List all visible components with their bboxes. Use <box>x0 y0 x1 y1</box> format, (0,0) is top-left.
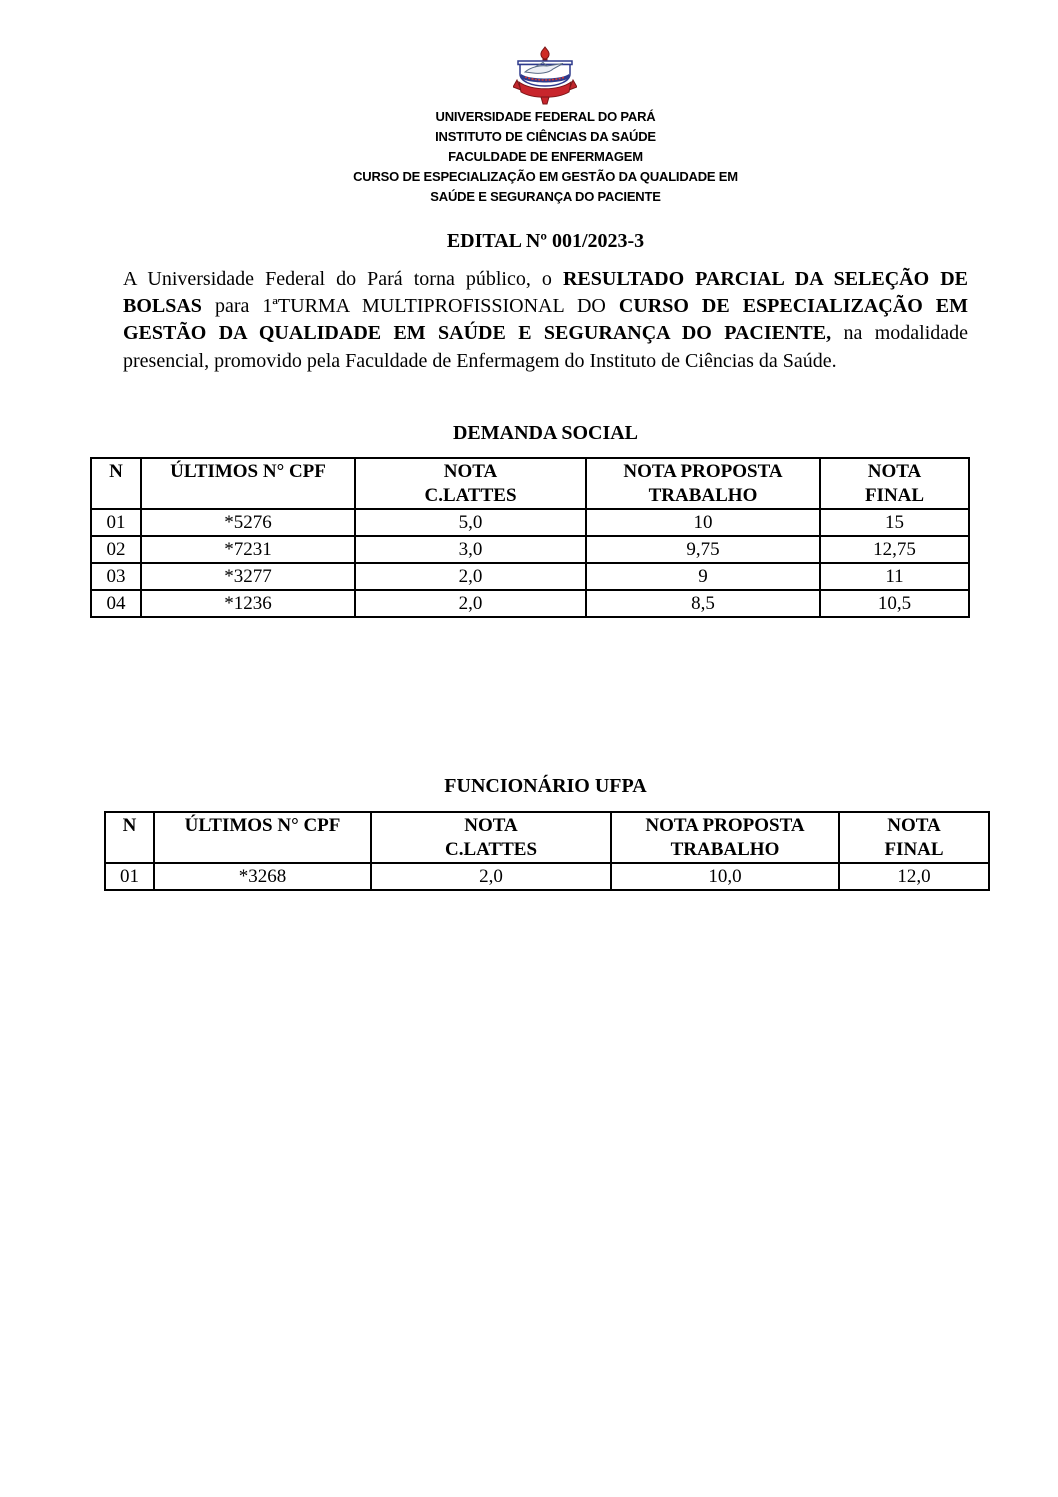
table-cell: 04 <box>90 589 142 618</box>
table-cell: 15 <box>819 508 970 537</box>
column-header-cpf: ÚLTIMOS N° CPF <box>140 457 356 510</box>
table-cell: 9,75 <box>585 535 821 564</box>
demanda-social-table: N ÚLTIMOS N° CPF NOTA C.LATTES NOTA PROP… <box>90 457 970 618</box>
table-cell: *7231 <box>140 535 356 564</box>
table-cell: 11 <box>819 562 970 591</box>
paragraph-segment: na modalidade presencial, promovido pela… <box>123 322 968 372</box>
table-row: 04 *1236 2,0 8,5 10,5 <box>90 589 970 618</box>
column-header-n: N <box>90 457 142 510</box>
edital-title: EDITAL Nº 001/2023-3 <box>446 230 645 252</box>
faculty-name: FACULDADE DE ENFERMAGEM <box>448 149 643 164</box>
table-row: 01 *3268 2,0 10,0 12,0 <box>104 862 990 891</box>
section-title-funcionario-ufpa: FUNCIONÁRIO UFPA <box>444 775 647 797</box>
column-header-cpf: ÚLTIMOS N° CPF <box>153 811 372 864</box>
table-cell: 03 <box>90 562 142 591</box>
table-row: 03 *3277 2,0 9 11 <box>90 562 970 591</box>
institution-header: UNIVERSIDADE FEDERAL DO PARÁ INSTITUTO D… <box>123 107 968 207</box>
table-cell: *3268 <box>153 862 372 891</box>
table-header-row: N ÚLTIMOS N° CPF NOTA C.LATTES NOTA PROP… <box>90 457 970 510</box>
column-header-nota-lattes: NOTA C.LATTES <box>370 811 612 864</box>
table-cell: 10,5 <box>819 589 970 618</box>
table-cell: 01 <box>90 508 142 537</box>
body-paragraph: A Universidade Federal do Pará torna púb… <box>123 266 968 375</box>
paragraph-segment-bold: CURSO DE ESPECIALIZAÇÃO EM GESTÃO DA QUA… <box>123 295 968 345</box>
section-title-demanda-social: DEMANDA SOCIAL <box>452 422 639 444</box>
table-cell: 10,0 <box>610 862 840 891</box>
table-cell: 10 <box>585 508 821 537</box>
table-cell: 3,0 <box>354 535 587 564</box>
table-cell: 2,0 <box>354 589 587 618</box>
column-header-n: N <box>104 811 155 864</box>
course-name-line-2: SAÚDE E SEGURANÇA DO PACIENTE <box>430 189 661 204</box>
table-header-row: N ÚLTIMOS N° CPF NOTA C.LATTES NOTA PROP… <box>104 811 990 864</box>
table-cell: 2,0 <box>354 562 587 591</box>
table-cell: *3277 <box>140 562 356 591</box>
table-cell: 2,0 <box>370 862 612 891</box>
university-crest-icon <box>513 46 577 105</box>
column-header-nota-proposta: NOTA PROPOSTA TRABALHO <box>610 811 840 864</box>
column-header-nota-proposta: NOTA PROPOSTA TRABALHO <box>585 457 821 510</box>
table-cell: 12,0 <box>838 862 990 891</box>
paragraph-segment: para 1ªTURMA MULTIPROFISSIONAL DO <box>201 295 619 318</box>
table-cell: 02 <box>90 535 142 564</box>
column-header-nota-final: NOTA FINAL <box>838 811 990 864</box>
table-cell: 5,0 <box>354 508 587 537</box>
institute-name: INSTITUTO DE CIÊNCIAS DA SAÚDE <box>435 129 656 144</box>
course-name-line-1: CURSO DE ESPECIALIZAÇÃO EM GESTÃO DA QUA… <box>353 169 738 184</box>
table-cell: 12,75 <box>819 535 970 564</box>
institution-name: UNIVERSIDADE FEDERAL DO PARÁ <box>435 109 656 124</box>
paragraph-segment-bold: RESULTADO PARCIAL DA SELEÇÃO DE BOLSAS <box>123 268 968 318</box>
table-row: 02 *7231 3,0 9,75 12,75 <box>90 535 970 564</box>
funcionario-ufpa-table: N ÚLTIMOS N° CPF NOTA C.LATTES NOTA PROP… <box>104 811 990 891</box>
table-cell: *1236 <box>140 589 356 618</box>
table-cell: *5276 <box>140 508 356 537</box>
table-cell: 01 <box>104 862 155 891</box>
column-header-nota-final: NOTA FINAL <box>819 457 970 510</box>
table-cell: 8,5 <box>585 589 821 618</box>
table-cell: 9 <box>585 562 821 591</box>
paragraph-segment: A Universidade Federal do Pará torna púb… <box>123 268 563 290</box>
table-row: 01 *5276 5,0 10 15 <box>90 508 970 537</box>
column-header-nota-lattes: NOTA C.LATTES <box>354 457 587 510</box>
